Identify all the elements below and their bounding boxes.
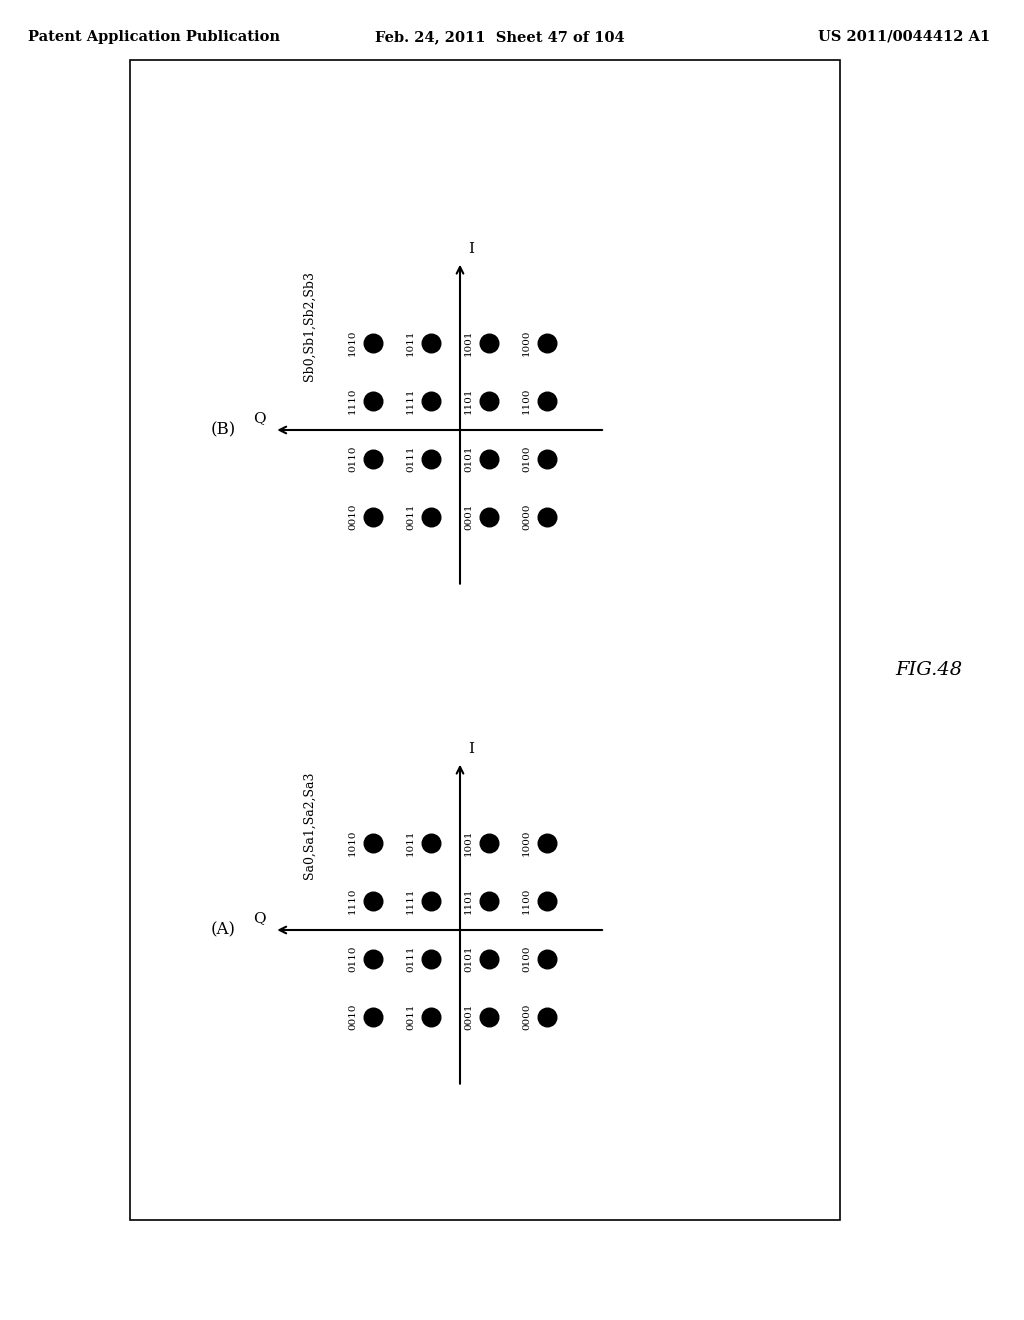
Point (423, 507, 439, 528)
Text: 1111: 1111 (406, 388, 415, 414)
Text: 1000: 1000 (522, 330, 531, 356)
Text: 1110: 1110 (348, 888, 357, 915)
Point (481, 1006, 498, 1027)
Point (481, 391, 498, 412)
Text: I: I (468, 242, 474, 256)
Point (539, 949, 555, 970)
Text: 1110: 1110 (348, 388, 357, 414)
Text: Q: Q (253, 911, 265, 925)
Text: 1010: 1010 (348, 330, 357, 356)
Bar (130, 59, 840, 1220)
Point (423, 949, 439, 970)
Point (365, 333, 381, 354)
Text: 1010: 1010 (348, 830, 357, 857)
Text: 0101: 0101 (464, 945, 473, 973)
Point (481, 833, 498, 854)
Text: 0011: 0011 (406, 504, 415, 531)
Point (423, 891, 439, 912)
Point (481, 449, 498, 470)
Text: 0011: 0011 (406, 1003, 415, 1030)
Text: 1001: 1001 (464, 330, 473, 356)
Point (539, 391, 555, 412)
Text: 0110: 0110 (348, 446, 357, 473)
Text: 0100: 0100 (522, 446, 531, 473)
Text: Patent Application Publication: Patent Application Publication (28, 30, 280, 44)
Point (481, 333, 498, 354)
Point (365, 833, 381, 854)
Point (539, 507, 555, 528)
Point (365, 449, 381, 470)
Text: I: I (468, 742, 474, 756)
Text: 0010: 0010 (348, 504, 357, 531)
Text: Q: Q (253, 411, 265, 425)
Point (423, 333, 439, 354)
Text: 0000: 0000 (522, 1003, 531, 1030)
Point (539, 833, 555, 854)
Point (481, 891, 498, 912)
Text: 1101: 1101 (464, 888, 473, 915)
Point (423, 833, 439, 854)
Text: 0010: 0010 (348, 1003, 357, 1030)
Point (481, 949, 498, 970)
Point (423, 449, 439, 470)
Text: 0110: 0110 (348, 945, 357, 973)
Text: 1001: 1001 (464, 830, 473, 857)
Text: 0000: 0000 (522, 504, 531, 531)
Point (539, 891, 555, 912)
Text: Sb0,Sb1,Sb2,Sb3: Sb0,Sb1,Sb2,Sb3 (303, 271, 315, 380)
Text: 0100: 0100 (522, 945, 531, 973)
Text: 1011: 1011 (406, 330, 415, 356)
Point (539, 333, 555, 354)
Text: Feb. 24, 2011  Sheet 47 of 104: Feb. 24, 2011 Sheet 47 of 104 (375, 30, 625, 44)
Point (539, 1006, 555, 1027)
Text: 0111: 0111 (406, 945, 415, 973)
Point (365, 891, 381, 912)
Point (423, 391, 439, 412)
Text: 1101: 1101 (464, 388, 473, 414)
Point (481, 507, 498, 528)
Point (423, 1006, 439, 1027)
Text: 1100: 1100 (522, 888, 531, 915)
Text: 0001: 0001 (464, 504, 473, 531)
Text: 1100: 1100 (522, 388, 531, 414)
Text: 0001: 0001 (464, 1003, 473, 1030)
Text: 0111: 0111 (406, 446, 415, 473)
Point (365, 949, 381, 970)
Text: (B): (B) (211, 421, 236, 438)
Text: US 2011/0044412 A1: US 2011/0044412 A1 (818, 30, 990, 44)
Text: 1011: 1011 (406, 830, 415, 857)
Point (365, 1006, 381, 1027)
Point (365, 391, 381, 412)
Text: 1111: 1111 (406, 888, 415, 915)
Point (365, 507, 381, 528)
Text: 1000: 1000 (522, 830, 531, 857)
Point (539, 449, 555, 470)
Text: 0101: 0101 (464, 446, 473, 473)
Text: (A): (A) (211, 921, 236, 939)
Text: Sa0,Sa1,Sa2,Sa3: Sa0,Sa1,Sa2,Sa3 (303, 772, 315, 879)
Text: FIG.48: FIG.48 (895, 661, 963, 678)
